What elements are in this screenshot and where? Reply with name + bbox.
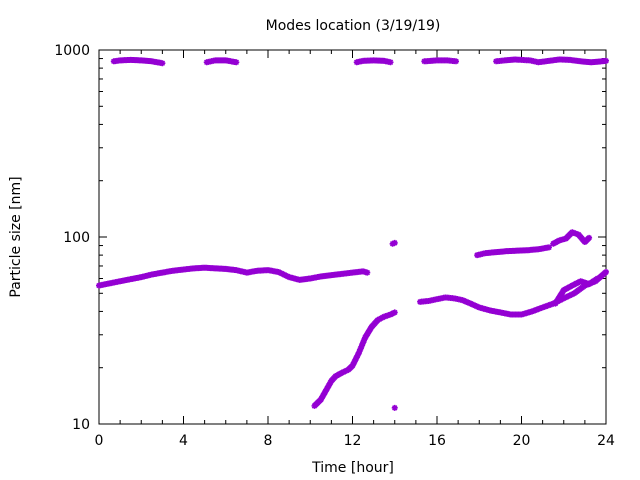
- chart-title: Modes location (3/19/19): [266, 18, 441, 34]
- axes-group: 0 4 8 12 16 20 24 10 100 1000: [54, 43, 615, 449]
- data-point: [545, 244, 552, 251]
- x-tick-label: 16: [428, 433, 446, 449]
- x-tick-label: 4: [179, 433, 188, 449]
- y-tick-label: 1000: [54, 43, 90, 59]
- data-point: [586, 234, 593, 241]
- x-axis-label: Time [hour]: [311, 460, 394, 476]
- y-tick-label: 10: [72, 417, 90, 433]
- data-point: [387, 59, 394, 66]
- data-point: [603, 57, 609, 64]
- y-tick-label: 100: [63, 230, 90, 246]
- data-points-group: [96, 56, 609, 411]
- x-tick-label: 20: [513, 433, 531, 449]
- y-axis-label: Particle size [nm]: [8, 176, 24, 297]
- data-point: [603, 268, 609, 275]
- data-point: [364, 269, 371, 276]
- data-point: [389, 240, 396, 247]
- data-point: [391, 239, 398, 246]
- x-tick-label: 12: [344, 433, 362, 449]
- data-point: [391, 404, 398, 411]
- x-tick-label: 0: [95, 433, 104, 449]
- data-point: [391, 309, 398, 316]
- x-tick-label: 24: [597, 433, 615, 449]
- data-point: [159, 60, 166, 67]
- data-point: [453, 58, 460, 65]
- data-point: [594, 275, 601, 282]
- x-tick-label: 8: [264, 433, 273, 449]
- data-point: [233, 59, 240, 66]
